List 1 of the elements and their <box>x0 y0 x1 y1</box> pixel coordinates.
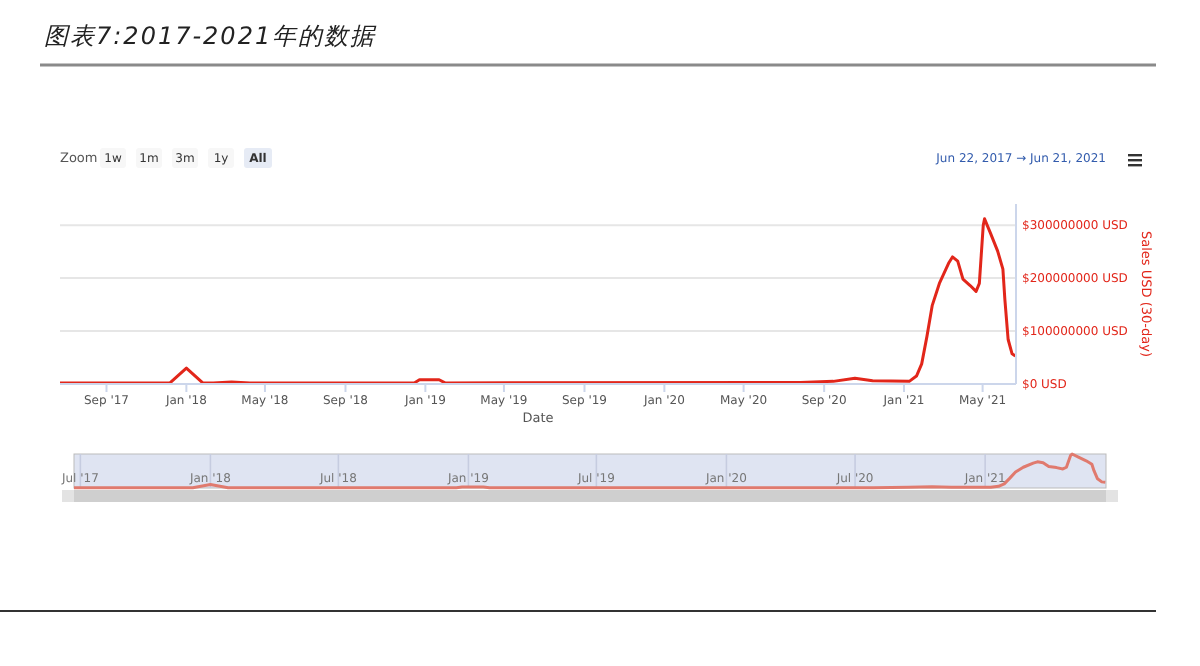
chart-title: 图表7:2017-2021年的数据 <box>44 22 379 50</box>
